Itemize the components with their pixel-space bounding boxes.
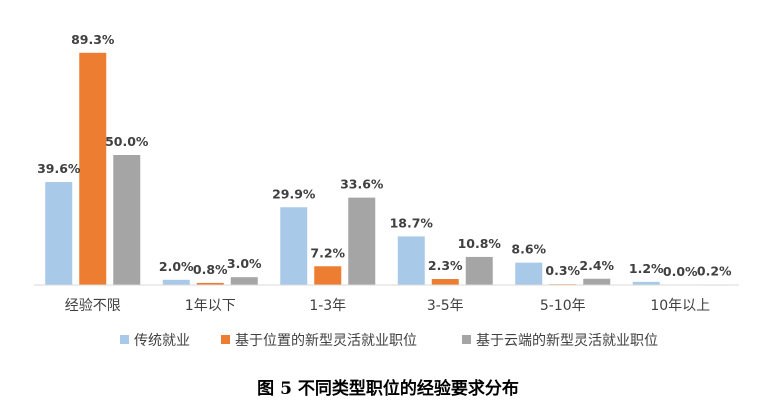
legend: 传统就业 基于位置的新型灵活就业职位 基于云端的新型灵活就业职位	[120, 332, 658, 349]
legend-label-1: 传统就业	[134, 333, 190, 349]
x-tick-label-1: 经验不限	[65, 298, 121, 314]
data-label-series3-cat5: 2.4%	[579, 258, 614, 273]
data-label-series3-cat6: 0.2%	[697, 263, 732, 278]
data-label-series2-cat5: 0.3%	[545, 263, 580, 278]
legend-label-2: 基于位置的新型灵活就业职位	[235, 332, 417, 349]
data-label-series1-cat4: 18.7%	[390, 215, 434, 230]
bar-series2-cat3	[314, 266, 342, 285]
bar-series2-cat2	[196, 282, 224, 285]
x-tick-label-3: 1-3年	[309, 298, 346, 314]
bars-layer	[45, 52, 728, 285]
bar-series1-cat2	[162, 279, 190, 285]
data-label-series1-cat3: 29.9%	[272, 186, 316, 201]
legend-swatch-3	[462, 335, 471, 344]
legend-swatch-2	[221, 335, 230, 344]
bar-series1-cat6	[632, 281, 660, 285]
data-label-series2-cat2: 0.8%	[193, 262, 228, 277]
bar-series1-cat4	[397, 236, 425, 285]
figure-caption: 图 5 不同类型职位的经验要求分布	[257, 378, 519, 399]
data-label-series1-cat1: 39.6%	[37, 161, 81, 176]
data-label-series3-cat1: 50.0%	[105, 134, 149, 149]
x-tick-label-6: 10年以上	[650, 298, 710, 314]
data-label-series3-cat2: 3.0%	[227, 256, 262, 271]
data-label-series3-cat3: 33.6%	[340, 177, 384, 192]
bar-series2-cat1	[79, 52, 107, 285]
bar-series1-cat3	[280, 207, 308, 285]
bar-series1-cat5	[515, 262, 543, 285]
bar-series3-cat1	[113, 155, 141, 285]
bar-series3-cat3	[348, 197, 376, 285]
bar-series3-cat2	[230, 277, 258, 285]
legend-swatch-1	[120, 335, 129, 344]
x-tick-label-4: 3-5年	[427, 298, 464, 314]
data-label-series2-cat4: 2.3%	[428, 258, 463, 273]
x-tick-label-2: 1年以下	[185, 298, 236, 314]
data-label-series1-cat5: 8.6%	[511, 242, 546, 257]
legend-label-3: 基于云端的新型灵活就业职位	[476, 332, 658, 349]
bar-series3-cat4	[465, 256, 493, 285]
data-labels-layer: 39.6% 89.3% 50.0% 2.0% 0.8% 3.0% 29.9% 7.2% 33.6…	[37, 32, 732, 279]
data-label-series2-cat3: 7.2%	[310, 245, 345, 260]
x-axis-tick-labels: 经验不限 1年以下 1-3年 3-5年 5-10年 10年以上	[65, 298, 710, 314]
data-label-series1-cat6: 1.2%	[629, 261, 664, 276]
bar-series3-cat5	[583, 278, 611, 285]
data-label-series2-cat6: 0.0%	[663, 264, 698, 279]
data-label-series2-cat1: 89.3%	[71, 32, 115, 47]
bar-series1-cat1	[45, 182, 73, 285]
bar-series2-cat4	[431, 279, 459, 285]
data-label-series1-cat2: 2.0%	[159, 259, 194, 274]
x-tick-label-5: 5-10年	[540, 298, 586, 314]
data-label-series3-cat4: 10.8%	[458, 236, 502, 251]
